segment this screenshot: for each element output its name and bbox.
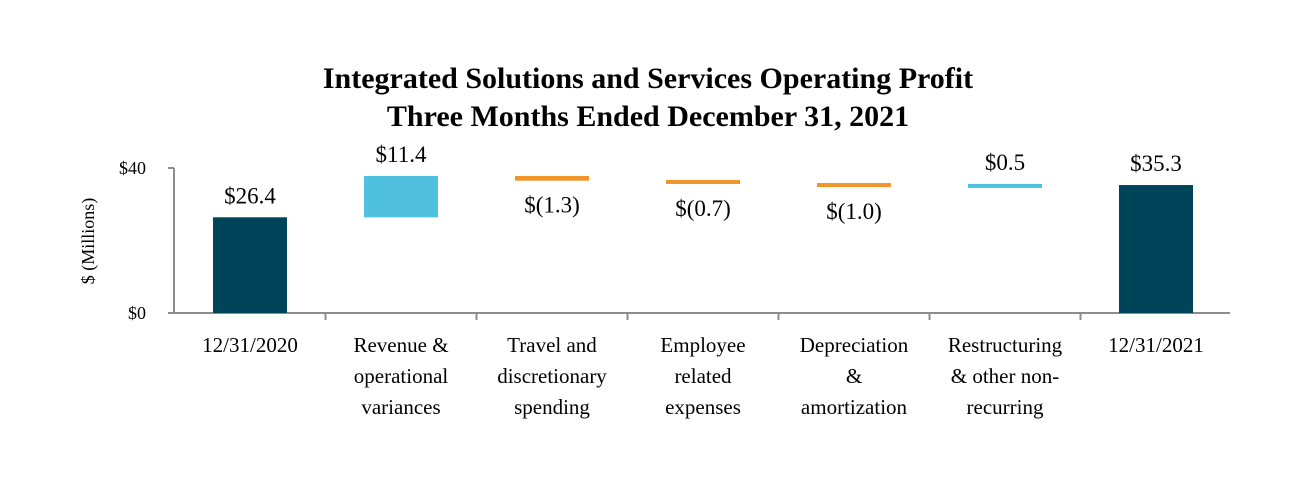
category-label-7: 12/31/2021 (1108, 333, 1204, 357)
category-label-line: & other non- (951, 364, 1059, 388)
category-label-line: Revenue & (353, 333, 448, 357)
chart-title: Integrated Solutions and Services Operat… (323, 62, 973, 133)
data-label-4: $(0.7) (675, 196, 731, 221)
y-axis-label: $ (Millions) (78, 198, 99, 285)
bar-4 (666, 179, 740, 184)
category-label-1: 12/31/2020 (202, 333, 298, 357)
chart-title-line-1: Integrated Solutions and Services Operat… (323, 62, 973, 95)
data-label-2: $11.4 (376, 142, 427, 167)
axes: $0 $40 (119, 158, 1230, 323)
bars (213, 175, 1193, 313)
category-label-line: expenses (665, 395, 741, 419)
category-label-4: Employee related expenses (660, 333, 745, 419)
category-label-line: Depreciation (800, 333, 909, 357)
category-label-line: recurring (967, 395, 1044, 419)
data-label-5: $(1.0) (826, 199, 882, 224)
data-label-3: $(1.3) (524, 193, 580, 218)
bar-2 (364, 175, 438, 218)
category-label-line: Travel and (507, 333, 597, 357)
category-label-3: Travel and discretionary spending (497, 333, 607, 419)
category-label-5: Depreciation & amortization (800, 333, 909, 419)
data-label-7: $35.3 (1130, 151, 1182, 176)
category-label-6: Restructuring & other non-recurring (948, 333, 1063, 419)
category-label-line: spending (514, 395, 590, 419)
category-label-line: 12/31/2020 (202, 333, 298, 357)
chart-title-line-2: Three Months Ended December 31, 2021 (387, 100, 909, 133)
category-label-line: 12/31/2021 (1108, 333, 1204, 357)
category-label-line: Employee (660, 333, 745, 357)
category-label-line: Restructuring (948, 333, 1063, 357)
bar-1 (213, 217, 287, 313)
category-labels: 12/31/2020 Revenue & operational variances T… (202, 333, 1204, 419)
bar-5 (817, 183, 891, 188)
category-label-line: discretionary (497, 364, 607, 388)
category-label-line: related (674, 364, 732, 388)
category-label-line: & (846, 364, 862, 388)
data-label-1: $26.4 (224, 183, 276, 208)
y-tick-label: $40 (119, 158, 146, 178)
category-label-2: Revenue & operational variances (353, 333, 448, 419)
data-labels: $26.4 $11.4 $(1.3) $(0.7) $(1.0) $0.5 $35.3 (224, 142, 1182, 224)
bar-7 (1119, 185, 1193, 313)
category-label-line: operational (354, 364, 449, 388)
category-label-line: amortization (801, 395, 908, 419)
bar-6 (968, 183, 1042, 188)
bar-3 (515, 175, 589, 181)
y-tick-label: $0 (128, 303, 146, 323)
data-label-6: $0.5 (985, 150, 1025, 175)
category-label-line: variances (361, 395, 440, 419)
